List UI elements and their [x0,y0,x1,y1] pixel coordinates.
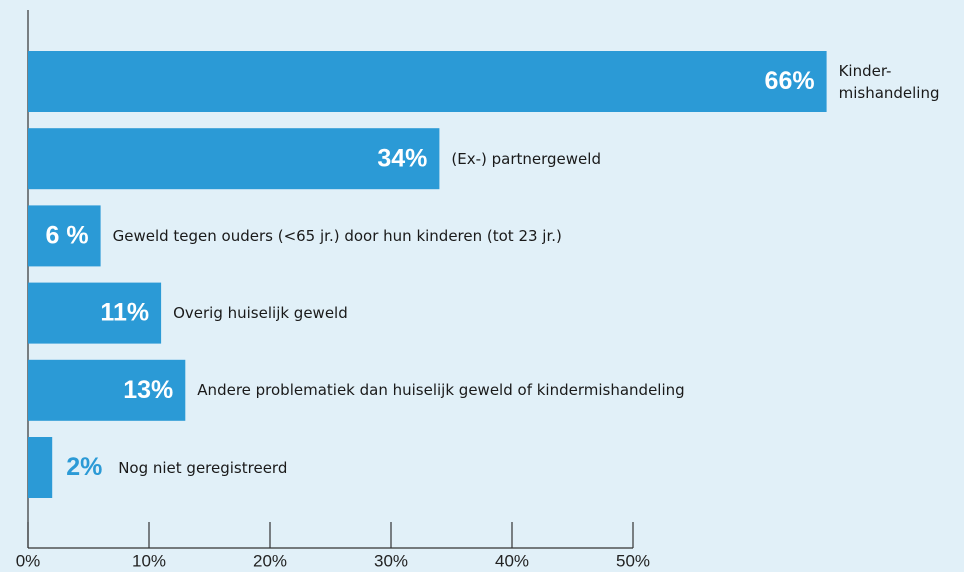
value-label: 11% [100,299,149,327]
category-label: Andere problematiek dan huiselijk geweld… [197,350,955,431]
category-text: Nog niet geregistreerd [118,458,288,477]
x-tick-label: 50% [616,551,650,570]
category-text: Geweld tegen ouders (<65 jr.) door hun k… [112,226,562,245]
x-tick-label: 40% [495,551,529,570]
category-label-box: Nog niet geregistreerd [118,427,955,508]
x-tick-label: 10% [132,551,166,570]
category-label: (Ex-) partnergeweld [451,118,955,199]
category-label: Nog niet geregistreerd [118,427,955,508]
category-label: Overig huiselijk geweld [173,273,955,354]
category-text: Andere problematiek dan huiselijk geweld… [197,381,685,400]
value-label: 6 % [46,222,89,250]
bar [28,282,162,344]
category-label-box: (Ex-) partnergeweld [451,118,955,199]
category-label-box: Overig huiselijk geweld [173,273,955,354]
x-tick-label: 20% [253,551,287,570]
category-label-box: Kinder- mishandeling [839,41,949,122]
bar [28,205,101,267]
value-label: 2% [66,453,102,481]
category-text: Kinder- mishandeling [838,61,940,102]
value-label: 34% [377,144,427,172]
category-label-box: Geweld tegen ouders (<65 jr.) door hun k… [113,195,955,276]
bar [28,437,53,498]
x-tick-label: 0% [16,551,41,570]
bar [28,128,440,190]
bar [28,359,186,421]
value-label: 66% [765,67,815,95]
value-label: 13% [123,376,173,404]
category-text: Overig huiselijk geweld [173,304,348,323]
category-label: Geweld tegen ouders (<65 jr.) door hun k… [113,195,955,276]
category-text: (Ex-) partnergeweld [451,149,601,168]
bar [28,51,827,112]
x-tick-label: 30% [374,551,408,570]
category-label-box: Andere problematiek dan huiselijk geweld… [197,350,955,431]
category-label: Kinder- mishandeling [839,41,949,122]
